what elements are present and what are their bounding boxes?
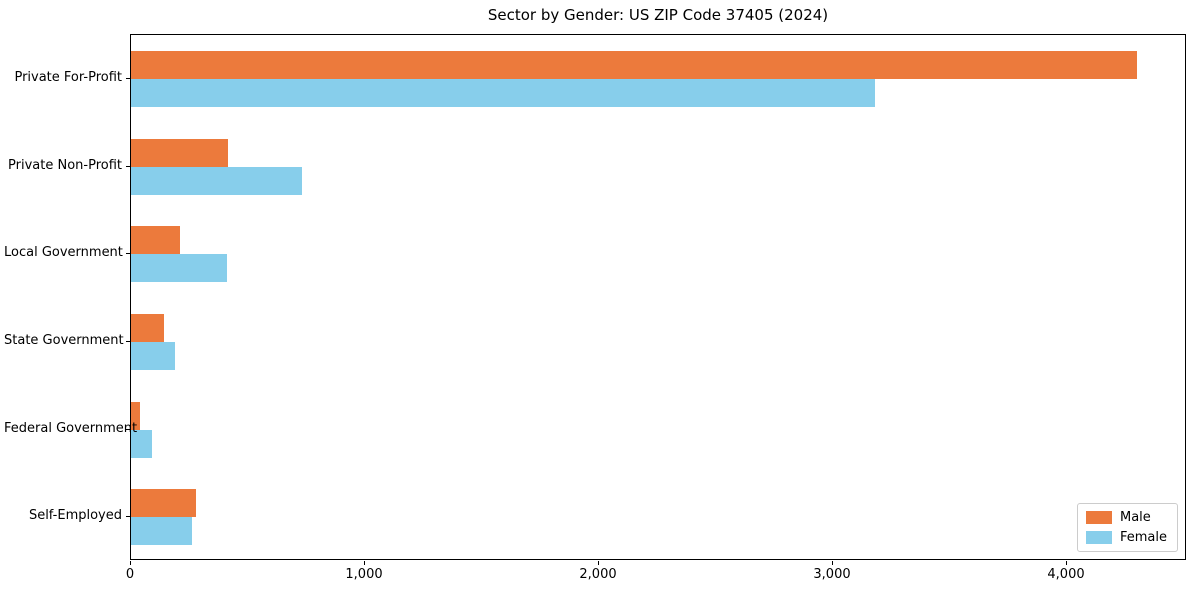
x-tick-label: 0 (125, 567, 135, 582)
y-tick-mark (126, 516, 130, 517)
y-tick-label-private-for-profit: Private For-Profit (14, 70, 122, 85)
bar-female-private-non-profit (131, 167, 302, 195)
legend-label-female: Female (1119, 530, 1167, 545)
legend-swatch-female (1085, 531, 1112, 544)
y-tick-mark (126, 429, 130, 430)
bar-female-self-employed (131, 517, 192, 545)
y-tick-label-self-employed: Self-Employed (28, 508, 122, 523)
bar-female-local-government (131, 254, 227, 282)
bar-female-state-government (131, 342, 175, 370)
bar-female-private-for-profit (131, 79, 875, 107)
legend-row-male: Male (1085, 510, 1167, 525)
chart-title: Sector by Gender: US ZIP Code 37405 (202… (487, 6, 829, 24)
x-tick-label: 1,000 (345, 567, 383, 582)
y-tick-mark (126, 253, 130, 254)
y-tick-label-private-non-profit: Private Non-Profit (8, 158, 122, 173)
bar-male-private-non-profit (131, 139, 228, 167)
y-tick-mark (126, 166, 130, 167)
y-tick-mark (126, 341, 130, 342)
bar-male-state-government (131, 314, 164, 342)
x-tick-label: 3,000 (813, 567, 851, 582)
legend-swatch-male (1085, 511, 1112, 524)
x-tick-mark (598, 561, 599, 565)
x-tick-mark (832, 561, 833, 565)
legend-row-female: Female (1085, 530, 1167, 545)
x-tick-mark (364, 561, 365, 565)
bar-female-federal-government (131, 430, 152, 458)
legend-label-male: Male (1119, 510, 1151, 525)
bar-male-federal-government (131, 402, 140, 430)
y-tick-label-state-government: State Government (4, 333, 124, 348)
y-tick-mark (126, 78, 130, 79)
y-tick-label-local-government: Local Government (4, 245, 123, 260)
x-tick-label: 2,000 (579, 567, 617, 582)
y-tick-label-federal-government: Federal Government (4, 421, 138, 436)
plot-area: Male Female (130, 34, 1186, 560)
bar-male-local-government (131, 226, 180, 254)
x-tick-label: 4,000 (1047, 567, 1085, 582)
bar-male-self-employed (131, 489, 196, 517)
bar-male-private-for-profit (131, 51, 1137, 79)
x-tick-mark (1066, 561, 1067, 565)
x-tick-mark (130, 561, 131, 565)
legend: Male Female (1076, 503, 1178, 552)
